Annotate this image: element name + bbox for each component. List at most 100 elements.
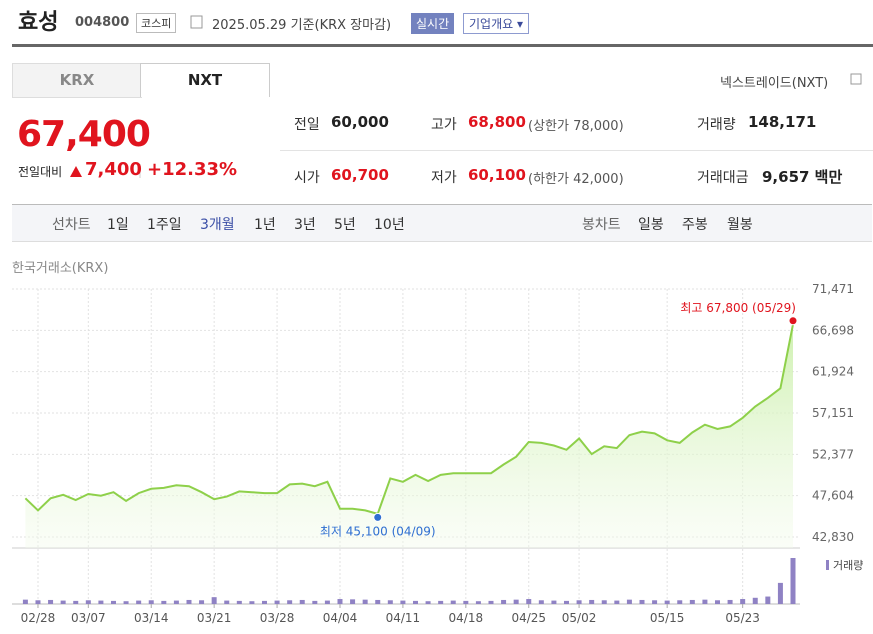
volume-bar xyxy=(249,601,255,604)
legend-swatch xyxy=(826,560,829,570)
volume-bar xyxy=(173,600,179,604)
period-bar xyxy=(12,204,872,242)
period[interactable]: 3년 xyxy=(294,217,316,233)
volume-bar xyxy=(551,600,557,604)
volume-bar xyxy=(48,599,54,604)
period[interactable]: 1년 xyxy=(254,217,276,233)
basis: 기준(KRX 장마감) xyxy=(290,18,392,33)
period[interactable]: 5년 xyxy=(334,217,356,233)
candle-period[interactable]: 월봉 xyxy=(727,217,753,233)
volume-bar xyxy=(677,600,683,604)
volume-bar xyxy=(186,599,192,604)
volume-bar xyxy=(689,599,695,604)
volume-bar xyxy=(136,600,142,604)
header-rule xyxy=(12,44,873,47)
volume-bar xyxy=(73,600,79,604)
overview-button[interactable]: 기업개요 ▾ xyxy=(463,13,529,34)
y-tick-label: 42,830 xyxy=(812,530,854,544)
x-tick-label: 03/21 xyxy=(197,611,232,625)
volume-bar xyxy=(211,597,217,604)
volume-bar xyxy=(110,600,116,604)
volume-bar xyxy=(488,600,494,604)
annotation-label: 최고 67,800 (05/29) xyxy=(680,301,796,315)
x-tick-label: 03/14 xyxy=(134,611,169,625)
price-line xyxy=(24,324,794,516)
calendar-icon xyxy=(190,15,203,29)
candle-period[interactable]: 주봉 xyxy=(682,217,708,233)
volume-bar xyxy=(148,600,154,604)
y-tick-label: 61,924 xyxy=(812,365,854,379)
market-badge: 코스피 xyxy=(136,13,177,33)
volume-bar xyxy=(614,600,620,604)
change: 7,400 xyxy=(85,159,142,180)
y-tick-label: 57,151 xyxy=(812,406,854,420)
x-tick-label: 04/25 xyxy=(511,611,546,625)
x-tick-label: 04/18 xyxy=(449,611,484,625)
volume-bar xyxy=(652,600,658,604)
volume-bar xyxy=(790,558,796,604)
annotation-label: 최저 45,100 (04/09) xyxy=(320,524,436,538)
area xyxy=(25,324,793,548)
up-arrow xyxy=(70,166,82,177)
date: 2025.05.29 기준(KRX 장마감) xyxy=(212,14,391,33)
period[interactable]: 3개월 xyxy=(200,217,235,233)
volume-bar xyxy=(337,599,343,604)
volume-bar xyxy=(35,600,41,604)
tab[interactable]: KRX xyxy=(12,63,142,98)
y-tick-label: 66,698 xyxy=(812,323,854,337)
volume-bar xyxy=(765,596,771,604)
volume-bar xyxy=(261,600,267,604)
tab[interactable]: NXT xyxy=(140,63,270,97)
volume-bar xyxy=(563,600,569,604)
volume-bar xyxy=(199,600,205,604)
volume-bar xyxy=(123,601,129,604)
x-tick-label: 03/28 xyxy=(260,611,295,625)
stat-value: 60,100 xyxy=(468,166,526,184)
volume-bar xyxy=(589,599,595,604)
help-icon xyxy=(850,73,862,85)
annotation-marker xyxy=(373,512,383,522)
nxt-link[interactable]: 넥스트레이드(NXT) xyxy=(720,76,829,91)
volume-bar xyxy=(538,600,544,604)
candle-period[interactable]: 일봉 xyxy=(638,217,664,233)
volume-bar xyxy=(702,599,708,604)
volume-bar xyxy=(85,600,91,604)
volume-bar xyxy=(236,600,242,604)
change-label: 전일대비 xyxy=(18,165,63,179)
candle-chart-label: 봉차트 xyxy=(582,217,621,233)
volume-bar xyxy=(714,600,720,604)
volume-bar xyxy=(375,599,381,604)
legend-label: 거래량 xyxy=(833,559,863,572)
volume-bar xyxy=(387,600,393,604)
stat-value: 60,000 xyxy=(331,113,389,131)
volume-bar xyxy=(601,600,607,604)
volume-bar xyxy=(727,599,733,604)
volume-bar xyxy=(576,600,582,604)
period[interactable]: 1일 xyxy=(107,217,129,233)
volume-bar xyxy=(752,597,758,604)
x-tick-label: 04/11 xyxy=(386,611,421,625)
period[interactable]: 1주일 xyxy=(147,217,182,233)
volume-bar xyxy=(513,599,519,604)
stat-label: 시가 xyxy=(294,170,320,186)
x-tick-label: 03/07 xyxy=(71,611,106,625)
volume-bar xyxy=(299,599,305,604)
period[interactable]: 10년 xyxy=(374,217,405,233)
stat-value: 148,171 xyxy=(748,113,817,131)
volume-bar xyxy=(463,600,469,604)
stat-value: 9,657 백만 xyxy=(762,168,843,186)
stat-label: 거래량 xyxy=(697,117,736,133)
stock-name: 효성 xyxy=(18,10,59,35)
x-tick-label: 05/15 xyxy=(650,611,685,625)
volume-bar xyxy=(425,601,431,604)
realtime-button[interactable]: 실시간 xyxy=(411,13,455,34)
change-pct: +12.33% xyxy=(147,159,238,180)
volume-bar xyxy=(224,600,230,604)
x-tick-label: 04/04 xyxy=(323,611,358,625)
stat-value: 60,700 xyxy=(331,166,389,184)
volume-bar xyxy=(274,600,280,604)
date-value: 2025.05.29 xyxy=(212,18,287,33)
volume-bar xyxy=(777,582,783,604)
